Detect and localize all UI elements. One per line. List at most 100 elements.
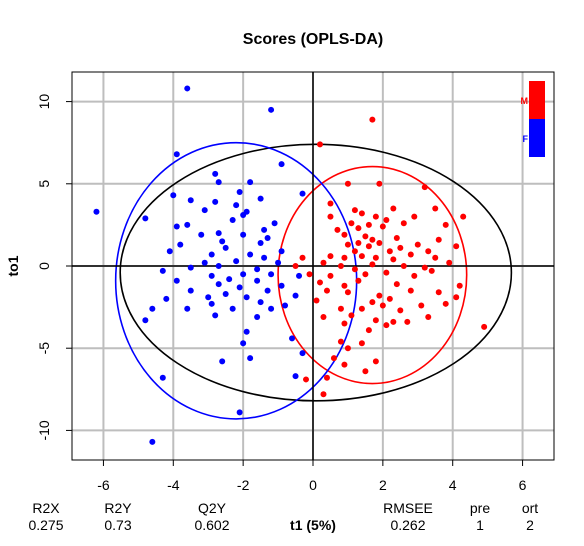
point-M [425,313,432,320]
point-F [240,212,247,219]
y-tick-label: -10 [36,420,52,440]
point-M [341,231,348,238]
point-M [456,282,463,289]
point-M [327,213,334,220]
point-F [299,350,306,357]
point-F [254,277,261,284]
point-F [271,220,278,227]
point-M [337,305,344,312]
legend: MF [521,81,545,157]
x-tick-label: -2 [237,477,250,493]
point-F [247,251,254,258]
x-tick-label: 2 [379,477,387,493]
point-F [219,358,226,365]
x-tick-label: -4 [167,477,180,493]
point-F [257,239,264,246]
point-F [240,271,247,278]
point-M [358,340,365,347]
point-F [212,312,219,319]
point-F [208,251,215,258]
point-M [393,281,400,288]
point-M [341,282,348,289]
confidence-ellipses [114,141,513,420]
point-M [414,241,421,248]
point-M [376,292,383,299]
point-F [149,438,156,445]
point-F [299,190,306,197]
point-M [334,226,341,233]
point-M [390,205,397,212]
point-M [442,300,449,307]
point-F [205,294,212,301]
point-F [222,244,229,251]
point-M [316,141,323,148]
point-M [351,266,358,273]
point-F [229,216,236,223]
point-F [264,235,271,242]
point-F [142,215,149,222]
point-M [372,254,379,261]
point-M [379,223,386,230]
point-F [243,294,250,301]
point-M [407,287,414,294]
point-M [383,322,390,329]
point-M [323,287,330,294]
point-M [341,320,348,327]
point-F [236,409,243,416]
point-M [386,295,393,302]
point-M [327,200,334,207]
point-M [421,264,428,271]
point-M [400,220,407,227]
point-F [149,305,156,312]
point-M [435,236,442,243]
point-F [229,305,236,312]
point-F [173,277,180,284]
point-M [365,221,372,228]
point-M [320,259,327,266]
point-M [393,235,400,242]
point-F [254,313,261,320]
point-F [170,192,177,199]
point-M [411,272,418,279]
stat-label-r2x: R2X [32,500,60,516]
point-F [159,267,166,274]
point-M [292,263,299,269]
point-M [365,327,372,334]
stat-value-pre: 1 [476,517,484,533]
point-F [208,300,215,307]
point-F [236,284,243,291]
point-F [278,161,285,168]
point-M [344,289,351,296]
point-M [372,213,379,220]
point-F [278,282,285,289]
ellipse-1 [277,165,468,385]
point-M [306,271,313,278]
legend-swatch-M [529,81,545,119]
y-tick-label: -5 [36,342,52,355]
point-F [268,271,275,278]
point-F [219,238,226,245]
point-F [243,328,250,335]
point-F [166,248,173,255]
point-M [348,220,355,227]
point-F [177,241,184,248]
point-M [369,261,376,268]
stat-label-ort: ort [522,500,538,516]
point-M [376,239,383,246]
point-M [432,205,439,212]
point-M [369,116,376,123]
point-M [316,279,323,286]
point-M [421,184,428,191]
point-F [254,266,261,273]
point-F [201,207,208,214]
point-M [390,256,397,263]
point-M [376,180,383,187]
point-F [257,195,264,202]
point-M [383,269,390,276]
point-M [348,312,355,319]
point-F [268,305,275,312]
y-tick-label: 10 [36,94,52,110]
point-M [372,358,379,365]
point-M [344,241,351,248]
